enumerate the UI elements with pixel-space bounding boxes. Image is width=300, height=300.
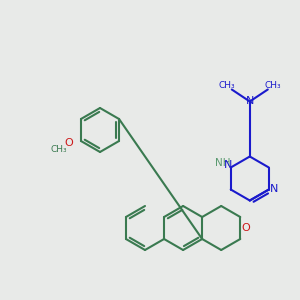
Text: N: N — [224, 160, 232, 170]
Text: NH: NH — [215, 158, 230, 167]
Text: CH₃: CH₃ — [51, 145, 67, 154]
Text: O: O — [64, 138, 73, 148]
Text: N: N — [270, 184, 278, 194]
Text: CH₃: CH₃ — [218, 81, 235, 90]
Text: O: O — [241, 223, 250, 233]
Text: N: N — [246, 97, 254, 106]
Text: CH₃: CH₃ — [265, 81, 281, 90]
